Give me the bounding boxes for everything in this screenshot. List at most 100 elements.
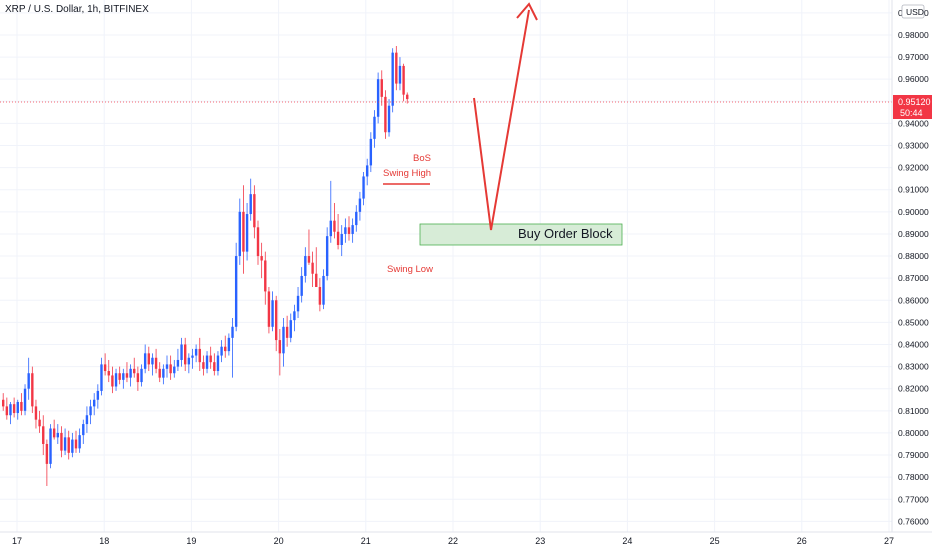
candle [234, 242, 238, 332]
candle [191, 348, 194, 369]
candle [278, 329, 282, 376]
candle [318, 278, 322, 312]
candle [376, 72, 380, 124]
candle [100, 357, 103, 396]
candle [406, 92, 409, 104]
candle [31, 366, 34, 414]
candle [12, 397, 16, 418]
currency-label: USD [906, 7, 924, 17]
candle [224, 335, 227, 358]
candle-body [125, 373, 129, 378]
candle-body [205, 355, 209, 369]
candle-body [358, 198, 362, 212]
candle-body [176, 359, 180, 367]
candle-body [304, 256, 307, 276]
candle-body [398, 65, 402, 84]
candle-body [285, 326, 289, 338]
candle [96, 384, 100, 409]
candle-body [402, 65, 405, 95]
candle-body [387, 105, 391, 133]
price-tick-label: 0.89000 [898, 229, 929, 239]
candle [373, 110, 376, 148]
candle-body [380, 79, 383, 97]
candle [289, 313, 292, 343]
candle-body [56, 432, 59, 438]
time-tick-label: 26 [797, 536, 807, 546]
candle [23, 384, 27, 416]
candle [2, 393, 5, 411]
candle-body [307, 256, 311, 263]
candle [140, 364, 143, 387]
price-axis[interactable]: 0.76000 0.77000 0.78000 0.79000 0.80000 0.810… [898, 8, 929, 527]
candle [209, 346, 212, 369]
candle [5, 397, 9, 420]
candle [304, 247, 307, 283]
candle-body [158, 368, 161, 378]
candle-body [362, 176, 365, 199]
price-tick-label: 0.94000 [898, 118, 929, 128]
candle [45, 439, 49, 486]
candle [322, 269, 325, 310]
candle-body [347, 227, 351, 234]
candle [285, 315, 289, 347]
candle [220, 340, 223, 363]
time-tick-label: 17 [12, 536, 22, 546]
price-tick-label: 0.96000 [898, 74, 929, 84]
currency-button[interactable] [901, 4, 925, 19]
last-price-value: 0.95120 [898, 97, 931, 107]
candle-body [194, 348, 198, 356]
candle [93, 393, 96, 416]
candle-body [45, 443, 49, 464]
time-tick-label: 18 [99, 536, 109, 546]
candle-body [169, 364, 172, 374]
candle [122, 368, 125, 389]
candle [271, 291, 274, 332]
candle [165, 355, 169, 378]
candle [169, 355, 172, 380]
candle [296, 287, 300, 318]
candle-body [282, 326, 285, 354]
candle-body [329, 220, 332, 237]
candle-body [154, 357, 158, 369]
price-tick-label: 0.87000 [898, 273, 929, 283]
candle [205, 351, 209, 374]
candle-body [245, 214, 249, 252]
time-tick-label: 27 [884, 536, 894, 546]
candle [162, 364, 165, 385]
candle-body [93, 399, 96, 407]
candle-body [318, 287, 322, 305]
candle [198, 337, 201, 372]
time-tick-label: 25 [710, 536, 720, 546]
candle-body [271, 300, 274, 327]
candle-body [151, 357, 154, 365]
candle-body [136, 373, 140, 383]
candle [300, 267, 303, 303]
candle [133, 357, 136, 378]
candle-body [96, 390, 100, 400]
candle [282, 317, 285, 367]
candle-body [198, 348, 201, 363]
candle [264, 251, 267, 305]
candle-body [100, 364, 103, 391]
candle [267, 287, 271, 334]
candle-body [366, 165, 369, 177]
candle-body [333, 220, 336, 232]
candle-body [376, 79, 380, 117]
candle-body [82, 424, 85, 436]
price-countdown: 50:44 [900, 108, 923, 118]
candle-body [184, 344, 187, 365]
time-tick-label: 24 [622, 536, 632, 546]
candle [315, 247, 318, 288]
price-tick-label: 0.80000 [898, 428, 929, 438]
candle [311, 251, 314, 288]
candles [2, 46, 409, 486]
candle-body [264, 260, 267, 292]
candle [118, 366, 121, 385]
candle-body [20, 401, 23, 411]
time-axis[interactable]: 17 18 19 20 21 22 23 24 25 26 27 [12, 536, 894, 546]
candle-body [275, 300, 278, 341]
candle-body [133, 368, 136, 374]
symbol-title: XRP / U.S. Dollar, 1h, BITFINEX [5, 4, 149, 15]
